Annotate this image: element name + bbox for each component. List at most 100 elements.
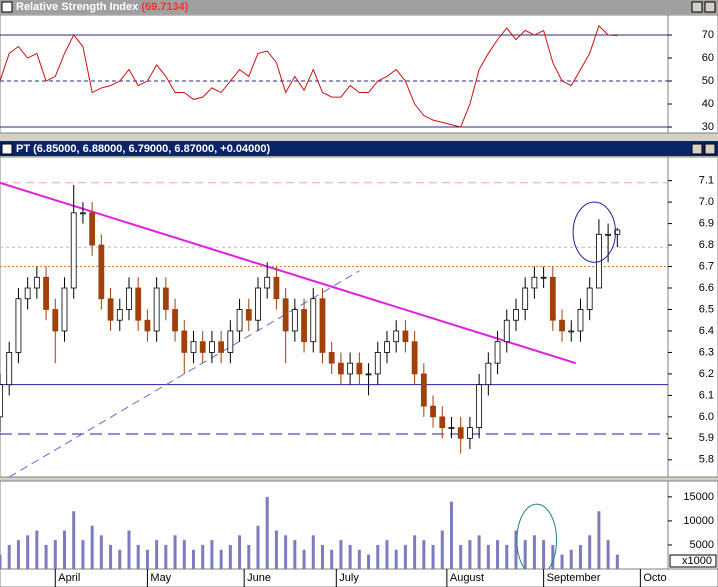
volume-bar — [109, 544, 113, 569]
pane-icon[interactable] — [1, 1, 13, 13]
volume-bar — [431, 544, 435, 569]
volume-bar — [191, 549, 195, 569]
y-tick-label: 40 — [702, 98, 714, 110]
candle-body — [199, 341, 206, 353]
y-tick-label: 50 — [702, 75, 714, 87]
volume-bar — [201, 544, 205, 569]
rsi-title: Relative Strength Index (69.7134) — [16, 1, 189, 13]
pane-icon[interactable] — [1, 143, 13, 155]
y-tick-label: 60 — [702, 52, 714, 64]
volume-bar — [440, 530, 444, 569]
volume-bar — [486, 544, 490, 569]
candle-body — [0, 384, 3, 418]
maximize-button[interactable] — [704, 1, 716, 13]
candle-body — [24, 287, 31, 300]
candle-body — [559, 319, 565, 332]
y-tick-label: 7.0 — [699, 196, 714, 208]
minimize-button[interactable] — [691, 1, 703, 13]
candle-body — [209, 341, 215, 353]
x-tick-label: Octo — [643, 572, 666, 584]
candle-body — [264, 276, 271, 289]
annotation-ellipse — [572, 201, 616, 263]
volume-bar — [339, 540, 343, 569]
volume-bar — [99, 535, 103, 569]
volume-bar — [7, 544, 11, 569]
volume-bar — [357, 549, 361, 569]
candle-body — [614, 229, 621, 235]
volume-bar — [615, 554, 619, 569]
y-tick-label: 6.8 — [699, 239, 714, 251]
candle-body — [540, 276, 547, 279]
volume-bar — [403, 544, 407, 569]
volume-bar — [127, 530, 131, 569]
candle-body — [190, 341, 197, 353]
axis-area — [667, 156, 718, 478]
x-tick-label: August — [450, 572, 484, 584]
volume-bar — [26, 535, 30, 569]
volume-bar — [274, 530, 278, 569]
candle-body — [328, 352, 335, 364]
y-tick-label: 7.1 — [699, 175, 714, 187]
candle-body — [522, 287, 529, 310]
candle-body — [393, 330, 400, 343]
candle-body — [365, 373, 372, 376]
x-tick-label: May — [150, 572, 171, 584]
candle-body — [70, 212, 77, 289]
y-tick-label: 6.2 — [699, 368, 714, 380]
y-tick-label: 15000 — [683, 491, 714, 503]
candle-body — [144, 319, 151, 332]
volume-bar — [62, 530, 66, 569]
candle-body — [503, 319, 510, 343]
maximize-button[interactable] — [704, 143, 716, 155]
y-tick-label: 6.9 — [699, 217, 714, 229]
volume-bar — [449, 501, 453, 569]
candle-body — [255, 287, 261, 321]
candle-body — [135, 287, 142, 321]
candle-body — [411, 341, 418, 375]
volume-bar — [367, 554, 371, 569]
candle-body — [218, 341, 225, 353]
volume-bar — [597, 511, 601, 569]
volume-bar — [551, 544, 555, 569]
x-tick-label: June — [247, 572, 271, 584]
volume-bar — [182, 540, 186, 569]
candle-body — [273, 276, 280, 300]
volume-bar — [210, 540, 214, 569]
volume-bar — [16, 540, 20, 569]
rsi-title-text: Relative Strength Index — [16, 1, 139, 13]
axis-area — [667, 14, 718, 134]
volume-bar — [320, 544, 324, 569]
volume-bar — [118, 549, 122, 569]
y-tick-label: 70 — [702, 29, 714, 41]
volume-bar — [136, 544, 140, 569]
volume-bar — [385, 540, 389, 569]
unit-box — [669, 554, 717, 568]
candle-body — [494, 341, 501, 364]
axis-area — [667, 480, 718, 570]
y-tick-label: 6.7 — [699, 260, 714, 272]
y-tick-label: 10000 — [683, 515, 714, 527]
candle-body — [153, 287, 160, 332]
candle-body — [80, 212, 86, 215]
candle-body — [89, 212, 96, 246]
volume-bar — [302, 549, 306, 569]
candle-body — [319, 298, 326, 353]
volume-bar — [523, 540, 527, 569]
volume-bar — [532, 535, 536, 569]
candle-body — [586, 287, 593, 310]
volume-bar — [348, 544, 352, 569]
volume-bar — [35, 530, 39, 569]
volume-bar — [90, 525, 94, 569]
candle-body — [531, 276, 538, 289]
y-tick-label: 6.3 — [699, 346, 714, 358]
y-tick-label: 5.9 — [699, 432, 714, 444]
volume-bar — [413, 535, 417, 569]
volume-bar — [330, 549, 334, 569]
candle-body — [374, 352, 381, 375]
candle-body — [384, 341, 390, 353]
minimize-button[interactable] — [691, 143, 703, 155]
candle-body — [61, 287, 68, 332]
candle-body — [291, 309, 298, 332]
volume-bar — [542, 540, 546, 569]
candle-body — [448, 427, 455, 430]
